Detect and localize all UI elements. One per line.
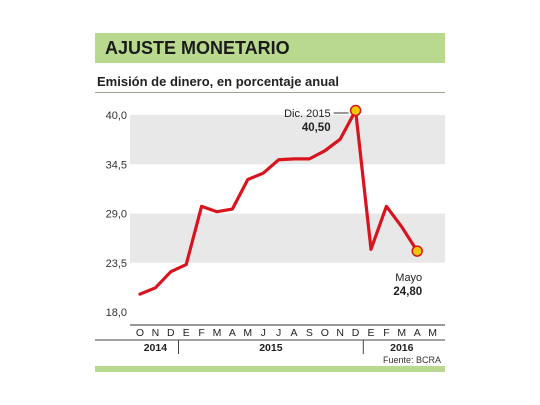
x-tick-label: E <box>183 327 190 339</box>
x-tick-label: F <box>198 327 204 339</box>
y-tick-label: 34,5 <box>106 159 127 171</box>
x-tick-label: A <box>229 327 236 339</box>
x-tick-label: O <box>321 327 329 339</box>
x-tick-label: O <box>136 327 144 339</box>
x-tick-label: E <box>367 327 374 339</box>
x-tick-label: J <box>276 327 281 339</box>
y-tick-label: 40,0 <box>106 110 127 122</box>
x-tick-label: D <box>352 327 360 339</box>
year-label: 2014 <box>144 342 168 354</box>
year-label: 2016 <box>390 342 414 354</box>
x-tick-label: N <box>336 327 344 339</box>
chart-title: AJUSTE MONETARIO <box>105 38 290 58</box>
grid-band <box>130 213 445 263</box>
year-label: 2015 <box>259 342 283 354</box>
x-tick-label: M <box>397 327 406 339</box>
x-tick-label: A <box>290 327 297 339</box>
y-tick-label: 18,0 <box>106 307 127 319</box>
chart-subtitle: Emisión de dinero, en porcentaje anual <box>97 74 339 89</box>
x-tick-label: A <box>414 327 421 339</box>
x-tick-label: F <box>383 327 389 339</box>
x-tick-label: M <box>213 327 222 339</box>
series-line <box>138 108 419 296</box>
x-tick-label: M <box>428 327 437 339</box>
source-note: Fuente: BCRA <box>382 355 441 365</box>
x-tick-label: N <box>152 327 160 339</box>
annotation-value: 24,80 <box>393 286 422 298</box>
x-tick-label: D <box>167 327 175 339</box>
annotation-label: Mayo <box>395 272 422 284</box>
grid-band <box>130 115 445 165</box>
y-tick-label: 23,5 <box>106 258 127 270</box>
annotation-value: 40,50 <box>302 122 331 134</box>
highlight-marker <box>411 245 423 257</box>
y-tick-label: 29,0 <box>106 209 127 221</box>
subtitle-rule <box>95 92 445 93</box>
title-bar: AJUSTE MONETARIO <box>95 33 445 63</box>
x-tick-label: S <box>306 327 313 339</box>
bottom-bar <box>95 366 445 372</box>
highlight-marker <box>349 104 362 117</box>
annotation-label: Dic. 2015 <box>284 108 330 120</box>
x-tick-label: J <box>261 327 266 339</box>
x-tick-label: M <box>243 327 252 339</box>
